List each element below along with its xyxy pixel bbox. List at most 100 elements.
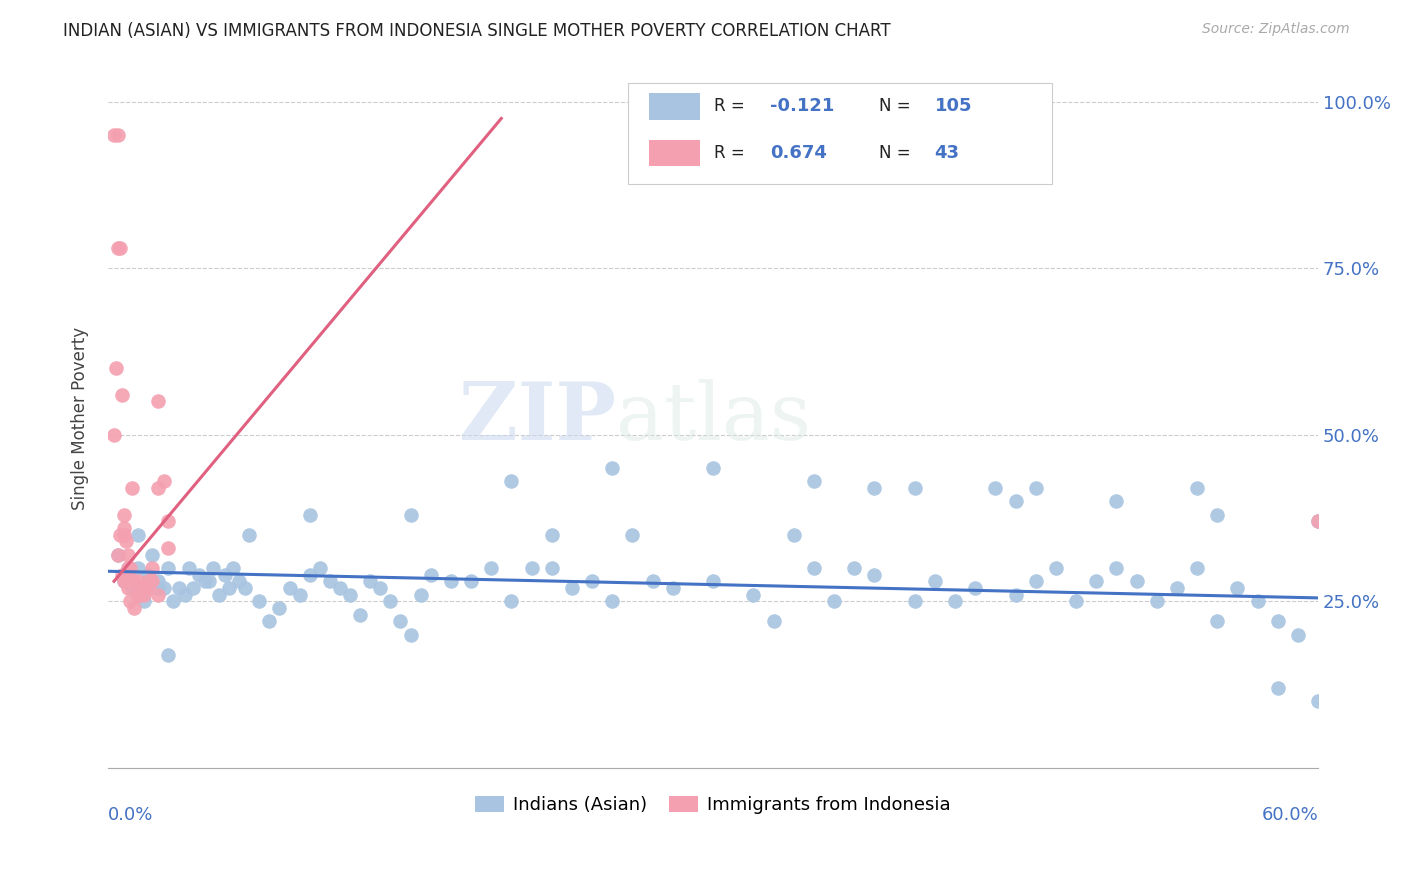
Point [120,561,142,575]
Point [201,561,224,575]
Point [218,581,240,595]
Point [581,574,603,589]
Point [148,588,170,602]
Point [187,567,209,582]
Point [115,534,138,549]
Point [1105,561,1128,575]
Point [600,594,623,608]
Point [1206,508,1229,522]
Point [1185,561,1208,575]
Point [1125,574,1147,589]
Point [222,561,245,575]
Text: 43: 43 [935,145,959,162]
Point [127,561,149,575]
Point [148,481,170,495]
Legend: Indians (Asian), Immigrants from Indonesia: Indians (Asian), Immigrants from Indones… [468,789,957,822]
Point [1064,594,1087,608]
Point [540,527,562,541]
Point [501,475,523,489]
Point [1267,681,1289,695]
Text: R =: R = [714,145,751,162]
Point [108,527,131,541]
Text: -0.121: -0.121 [770,97,834,115]
FancyBboxPatch shape [650,140,700,167]
Point [115,574,138,589]
Point [214,567,236,582]
Point [127,588,149,602]
Point [105,361,128,376]
Point [1185,481,1208,495]
Point [121,574,143,589]
Point [359,574,381,589]
Text: 105: 105 [935,97,972,115]
Point [298,567,321,582]
Point [127,574,149,589]
Text: N =: N = [879,97,915,115]
Point [742,588,765,602]
Text: ZIP: ZIP [460,379,616,457]
Point [641,574,664,589]
Point [501,594,523,608]
Point [600,461,623,475]
Point [349,607,371,622]
Point [141,574,163,589]
Point [112,527,135,541]
Point [247,594,270,608]
Point [148,581,170,595]
Point [1105,494,1128,508]
Point [259,614,281,628]
Point [863,567,886,582]
Point [308,561,330,575]
Point [112,508,135,522]
Point [278,581,301,595]
Point [111,567,134,582]
Point [520,561,543,575]
FancyBboxPatch shape [650,93,700,120]
Text: INDIAN (ASIAN) VS IMMIGRANTS FROM INDONESIA SINGLE MOTHER POVERTY CORRELATION CH: INDIAN (ASIAN) VS IMMIGRANTS FROM INDONE… [63,22,891,40]
Point [368,581,391,595]
Point [803,561,825,575]
Point [129,588,152,602]
Point [157,514,180,528]
Point [136,581,159,595]
Point [943,594,966,608]
Point [863,481,886,495]
Point [409,588,432,602]
Point [173,588,195,602]
Point [561,581,583,595]
Point [924,574,946,589]
Point [904,481,927,495]
Point [298,508,321,522]
Point [238,527,260,541]
Point [112,574,135,589]
Point [121,574,143,589]
Point [1146,594,1168,608]
Point [127,527,149,541]
Point [134,581,156,595]
Point [1004,494,1026,508]
Text: 0.0%: 0.0% [108,806,153,824]
Point [112,574,135,589]
Point [141,561,163,575]
Point [1045,561,1067,575]
Point [904,594,927,608]
Point [107,548,129,562]
FancyBboxPatch shape [628,82,1052,184]
Point [136,567,159,582]
Point [1308,694,1330,708]
Point [1246,594,1268,608]
Point [1025,481,1047,495]
Point [1308,514,1330,528]
Point [157,541,180,555]
Text: Source: ZipAtlas.com: Source: ZipAtlas.com [1202,22,1350,37]
Point [339,588,361,602]
Point [399,508,422,522]
Point [103,427,125,442]
Point [148,574,170,589]
Point [389,614,412,628]
Point [121,581,143,595]
Point [1004,588,1026,602]
Point [107,241,129,255]
Point [1085,574,1108,589]
Text: R =: R = [714,97,751,115]
